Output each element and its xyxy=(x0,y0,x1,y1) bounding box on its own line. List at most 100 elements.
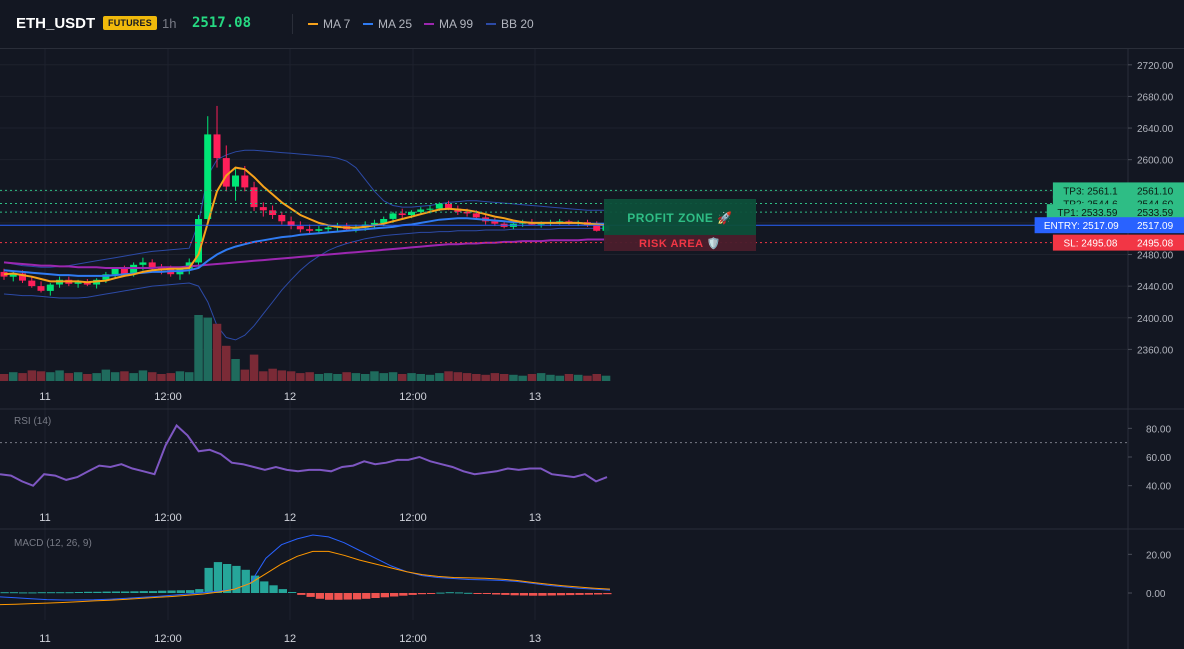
macd-histogram-bar xyxy=(325,593,334,600)
volume-bar xyxy=(601,375,611,381)
macd-histogram-bar xyxy=(547,593,556,596)
volume-bar xyxy=(388,372,398,381)
candle-body xyxy=(491,221,499,224)
macd-histogram-bar xyxy=(232,565,241,593)
candle-body xyxy=(195,219,202,263)
candle xyxy=(278,211,286,225)
candle xyxy=(287,216,295,230)
volume-bar xyxy=(453,372,463,381)
volume-bar xyxy=(555,375,564,381)
level-tag[interactable]: TP1: 2533.59 2533.59 xyxy=(1046,204,1184,221)
candle-body xyxy=(74,282,82,284)
time-label: 12 xyxy=(284,512,296,524)
level-tag-text: SL: 2495.08 xyxy=(1063,239,1117,250)
volume-bar xyxy=(286,371,296,381)
macd-histogram-bar xyxy=(306,593,315,597)
volume-bar xyxy=(175,371,185,381)
volume-bar xyxy=(444,371,453,381)
macd-histogram-bar xyxy=(334,593,343,600)
candle xyxy=(46,282,54,296)
volume-bar xyxy=(499,374,509,381)
legend-ma7-swatch xyxy=(308,23,318,25)
rsi-tick-label: 60.00 xyxy=(1146,453,1171,464)
volume-bar xyxy=(110,372,120,381)
volume-bar xyxy=(101,369,111,381)
macd-histogram-bar xyxy=(241,569,250,593)
level-tag-text: TP1: 2533.59 xyxy=(1057,208,1117,219)
volume-bar xyxy=(416,374,425,381)
macd-histogram-bar xyxy=(492,593,501,595)
level-tag[interactable]: TP3: 2561.1 2561.10 xyxy=(1052,182,1184,199)
macd-histogram-bar xyxy=(121,591,130,593)
legend-bb20[interactable]: BB 20 xyxy=(486,17,534,31)
candle-body xyxy=(250,187,258,208)
volume-bar xyxy=(46,372,55,381)
bb-lower-line xyxy=(3,227,606,341)
candle-body xyxy=(417,209,425,212)
candle xyxy=(204,116,212,225)
volume-bar xyxy=(185,372,194,381)
macd-histogram-bar xyxy=(594,593,603,595)
candle-body xyxy=(324,227,332,230)
macd-histogram-bar xyxy=(297,593,306,595)
candle-body xyxy=(472,213,480,218)
macd-histogram-bar xyxy=(195,589,204,593)
level-tag[interactable]: ENTRY: 2517.09 2517.09 xyxy=(1034,217,1184,234)
candle xyxy=(37,281,45,293)
volume-bar xyxy=(73,372,83,381)
macd-histogram-bar xyxy=(473,593,482,594)
macd-histogram-bar xyxy=(111,591,121,593)
macd-tick-label: 0.00 xyxy=(1146,589,1166,600)
volume-bar xyxy=(527,374,537,381)
macd-histogram-bar xyxy=(269,585,278,593)
macd-histogram-bar xyxy=(278,589,287,593)
candle-body xyxy=(278,215,286,222)
macd-histogram-bar xyxy=(19,592,28,594)
macd-histogram-bar xyxy=(427,593,436,594)
macd-histogram-bar xyxy=(250,575,260,593)
symbol-name[interactable]: ETH_USDT xyxy=(16,15,96,32)
volume-bar xyxy=(9,372,18,381)
candle-body xyxy=(46,284,54,291)
macd-line xyxy=(0,534,611,601)
volume-bar xyxy=(83,374,92,381)
time-label: 13 xyxy=(529,391,541,403)
volume-bar xyxy=(435,373,444,381)
candle-body xyxy=(426,208,434,210)
macd-histogram-bar xyxy=(352,593,362,600)
level-price-text: 2495.08 xyxy=(1137,239,1174,250)
candle-body xyxy=(287,221,295,226)
macd-histogram-bar xyxy=(167,590,176,593)
legend-ma7-label: MA 7 xyxy=(323,17,351,31)
macd-histogram-bar xyxy=(417,593,427,595)
legend-ma7[interactable]: MA 7 xyxy=(308,17,350,31)
time-label: 12:00 xyxy=(154,633,182,645)
macd-histogram-bar xyxy=(390,593,399,597)
candle-body xyxy=(130,264,138,274)
macd-histogram-bar xyxy=(148,591,158,593)
timeframe-selector[interactable]: 1h xyxy=(162,16,177,31)
macd-histogram-bar xyxy=(362,593,371,599)
volume-bar xyxy=(268,368,277,381)
candle-body xyxy=(389,213,397,219)
candle-body xyxy=(37,286,45,291)
level-tag-text: ENTRY: 2517.09 xyxy=(1044,221,1119,232)
macd-histogram-bar xyxy=(510,593,519,596)
volume-bar xyxy=(259,371,268,381)
candle-body xyxy=(120,268,128,274)
macd-title: MACD (12, 26, 9) xyxy=(14,538,92,549)
candle-body xyxy=(370,222,378,225)
time-label: 13 xyxy=(529,512,541,524)
legend-ma25[interactable]: MA 25 xyxy=(363,17,412,31)
time-label: 12:00 xyxy=(154,512,182,524)
level-tag[interactable]: SL: 2495.08 2495.08 xyxy=(1052,234,1184,251)
macd-histogram-bar xyxy=(176,590,185,593)
macd-histogram-bar xyxy=(556,593,566,596)
candle xyxy=(296,221,304,233)
macd-histogram-bar xyxy=(260,581,269,593)
volume-bar xyxy=(592,374,601,381)
volume-bar xyxy=(342,372,351,381)
legend-ma99[interactable]: MA 99 xyxy=(424,17,473,31)
volume-bar xyxy=(212,323,222,381)
